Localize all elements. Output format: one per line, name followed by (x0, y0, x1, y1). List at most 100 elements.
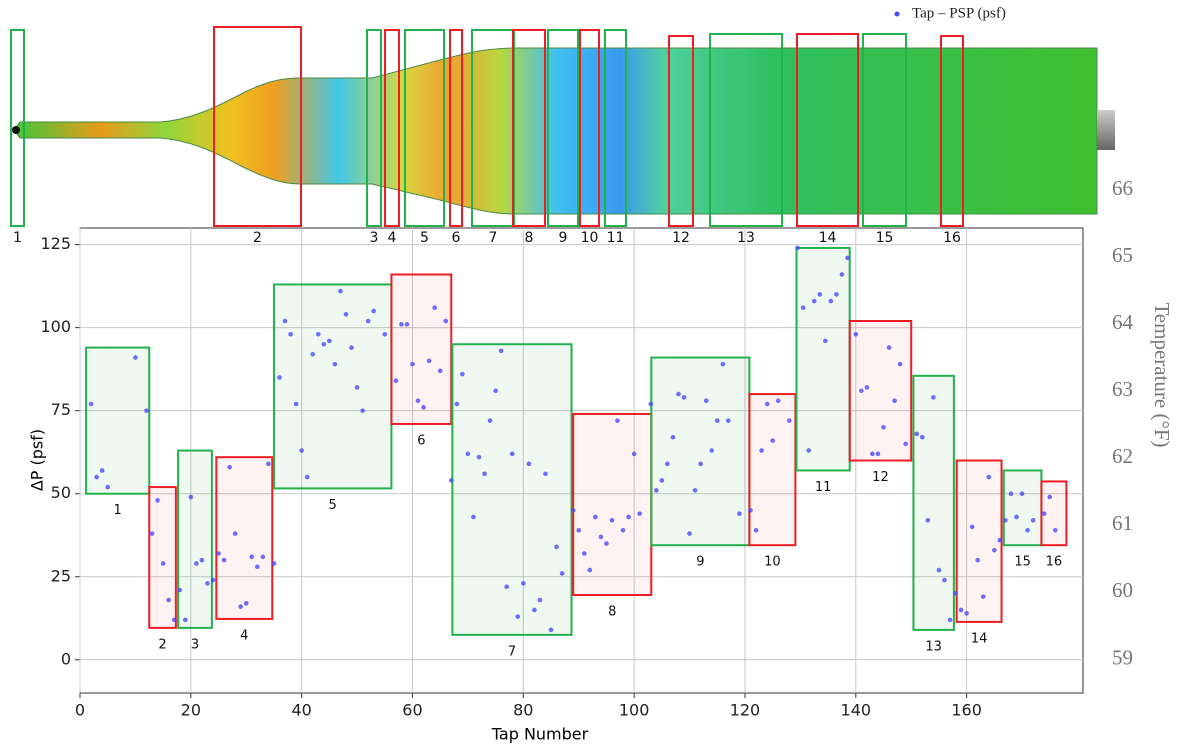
model-region-label: 10 (581, 230, 599, 246)
data-point (526, 461, 532, 467)
data-point (194, 561, 199, 566)
data-point (382, 331, 388, 337)
data-point (1041, 511, 1047, 516)
model-region-box (604, 29, 627, 227)
data-point (94, 474, 99, 480)
data-point (570, 508, 576, 513)
region-label: 3 (191, 637, 199, 652)
data-point (875, 451, 881, 457)
data-point (953, 591, 958, 596)
region-label: 7 (508, 644, 516, 659)
data-point (404, 322, 410, 327)
data-point (593, 514, 598, 520)
y-tick-label: 75 (51, 400, 71, 419)
data-point (515, 614, 521, 619)
model-region-label: 5 (420, 230, 429, 246)
data-point (620, 527, 626, 533)
data-point (834, 292, 839, 297)
data-point (587, 567, 593, 573)
data-point (864, 385, 870, 390)
model-region-box (940, 35, 964, 227)
data-point (870, 451, 875, 457)
data-point (166, 597, 171, 603)
y-tick-label: 0 (61, 649, 71, 668)
model-region-box (404, 29, 445, 227)
rocket-model (12, 47, 1115, 215)
data-point (482, 471, 487, 477)
data-point (806, 448, 811, 453)
x-tick-label: 40 (291, 701, 311, 720)
data-point (160, 561, 166, 566)
data-point (99, 468, 105, 473)
x-axis-title: Tap Number (491, 725, 589, 744)
data-point (681, 395, 687, 400)
data-point (903, 441, 908, 447)
data-point (604, 541, 609, 546)
data-point (770, 438, 775, 443)
data-point (282, 318, 288, 324)
data-point (958, 607, 964, 613)
data-point (271, 561, 277, 566)
data-point (243, 601, 249, 606)
data-point (227, 464, 232, 470)
data-point (648, 401, 654, 407)
x-tick-label: 80 (513, 701, 533, 720)
data-point (487, 418, 493, 423)
model-region-label: 9 (559, 230, 568, 246)
data-point (654, 488, 659, 493)
data-point (1052, 527, 1058, 533)
data-point (277, 375, 282, 380)
region-label: 8 (608, 605, 616, 620)
data-point (521, 581, 526, 586)
data-point (703, 398, 709, 404)
data-point (659, 478, 665, 483)
model-region-box (796, 33, 859, 227)
data-point (692, 488, 698, 493)
model-region-label: 8 (525, 230, 534, 246)
model-region-label: 15 (876, 230, 894, 246)
data-point (199, 557, 205, 563)
data-point (177, 587, 183, 593)
model-region-label: 1 (13, 230, 22, 246)
region-box (272, 283, 393, 490)
data-point (249, 554, 255, 560)
data-point (823, 338, 828, 344)
region-box (795, 246, 851, 472)
region-box (955, 459, 1003, 623)
y2-tick-label: 60 (1112, 578, 1133, 602)
data-point (255, 564, 260, 570)
data-point (304, 474, 310, 480)
x-tick-label: 160 (951, 701, 982, 720)
data-point (349, 345, 354, 350)
region-box (748, 393, 797, 547)
data-point (598, 534, 604, 540)
data-point (327, 338, 332, 344)
data-point (975, 557, 981, 563)
data-point (709, 448, 715, 453)
data-point (931, 395, 936, 400)
plot-area (79, 227, 1084, 694)
model-region-label: 11 (607, 230, 625, 246)
data-point (609, 517, 615, 523)
data-point (1019, 491, 1025, 497)
region-label: 11 (815, 480, 832, 495)
data-point (332, 361, 338, 367)
data-point (947, 617, 953, 623)
region-label: 15 (1014, 555, 1031, 570)
region-label: 14 (971, 631, 988, 646)
data-point (676, 391, 681, 397)
model-region-label: 2 (253, 230, 262, 246)
data-point (315, 331, 321, 337)
data-point (532, 607, 537, 613)
region-box (912, 374, 955, 631)
data-point (811, 298, 817, 304)
data-point (509, 451, 515, 457)
data-point (748, 508, 753, 513)
model-region-box (449, 29, 463, 227)
region-label: 9 (696, 555, 704, 570)
region-box (572, 413, 653, 597)
model-region-box (668, 35, 694, 227)
y2-tick-label: 65 (1112, 243, 1133, 267)
region-label: 13 (925, 639, 942, 654)
